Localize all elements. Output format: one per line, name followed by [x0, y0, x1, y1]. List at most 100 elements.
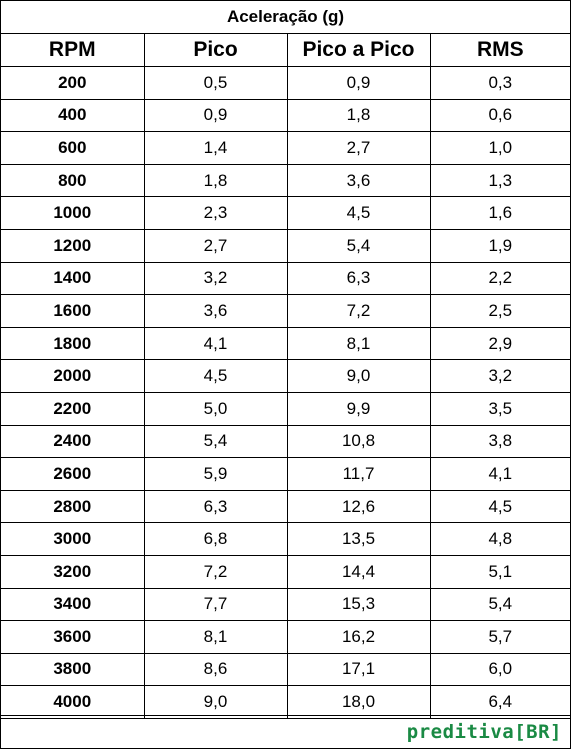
- cell-rpm: 2400: [1, 424, 145, 459]
- cell-rpm: 3000: [1, 522, 145, 556]
- brand-bracket-close: ]: [550, 721, 562, 743]
- cell-rpm: 2200: [1, 391, 145, 426]
- header-row: RPM Pico Pico a Pico RMS: [1, 33, 571, 67]
- cell-pico-a-pico: 11,7: [286, 457, 431, 491]
- cell-pico-a-pico: 16,2: [286, 620, 431, 654]
- cell-pico: 7,2: [143, 554, 288, 589]
- cell-pico: 4,5: [143, 359, 288, 393]
- cell-pico: 0,5: [143, 66, 288, 100]
- cell-pico: 2,7: [143, 228, 288, 263]
- cell-rms: 6,4: [429, 685, 571, 719]
- cell-rpm: 3800: [1, 652, 145, 687]
- cell-rms: 5,4: [429, 587, 571, 622]
- cell-pico: 8,6: [143, 652, 288, 687]
- brand-name: preditiva: [406, 721, 515, 743]
- cell-pico: 6,3: [143, 489, 288, 524]
- cell-pico: 6,8: [143, 522, 288, 556]
- footer: preditiva[BR]: [1, 715, 570, 749]
- table-row: 2400 5,4 10,8 3,8: [1, 424, 571, 459]
- cell-rpm: 1400: [1, 261, 145, 296]
- table-row: 3800 8,6 17,1 6,0: [1, 652, 571, 687]
- table-row: 2800 6,3 12,6 4,5: [1, 489, 571, 524]
- cell-pico: 5,9: [143, 457, 288, 491]
- cell-rms: 6,0: [429, 652, 571, 687]
- cell-pico: 3,6: [143, 294, 288, 328]
- cell-rpm: 2000: [1, 359, 145, 393]
- table-row: 2600 5,9 11,7 4,1: [1, 457, 571, 491]
- table-body: 200 0,5 0,9 0,3 400 0,9 1,8 0,6 600 1,4 2,7 1,0 800 1…: [1, 66, 571, 719]
- table-row: 200 0,5 0,9 0,3: [1, 66, 571, 100]
- cell-pico: 2,3: [143, 196, 288, 230]
- cell-rpm: 3600: [1, 620, 145, 654]
- cell-rms: 2,2: [429, 261, 571, 296]
- brand-logo: preditiva[BR]: [407, 721, 562, 743]
- cell-rpm: 3200: [1, 554, 145, 589]
- cell-rpm: 1200: [1, 228, 145, 263]
- cell-rpm: 2800: [1, 489, 145, 524]
- cell-pico-a-pico: 4,5: [286, 196, 431, 230]
- cell-rms: 4,5: [429, 489, 571, 524]
- cell-pico: 1,8: [143, 163, 288, 198]
- cell-rpm: 400: [1, 98, 145, 133]
- cell-rms: 4,8: [429, 522, 571, 556]
- cell-rpm: 800: [1, 163, 145, 198]
- table-row: 1600 3,6 7,2 2,5: [1, 294, 571, 328]
- cell-pico-a-pico: 3,6: [286, 163, 431, 198]
- brand-code: BR: [526, 721, 551, 743]
- cell-pico: 4,1: [143, 326, 288, 361]
- table-row: 1400 3,2 6,3 2,2: [1, 261, 571, 296]
- header-rpm: RPM: [1, 33, 145, 67]
- cell-pico-a-pico: 14,4: [286, 554, 431, 589]
- header-pico-a-pico: Pico a Pico: [286, 33, 431, 67]
- cell-rms: 2,9: [429, 326, 571, 361]
- cell-rms: 1,6: [429, 196, 571, 230]
- cell-rpm: 1600: [1, 294, 145, 328]
- cell-pico-a-pico: 13,5: [286, 522, 431, 556]
- cell-pico: 3,2: [143, 261, 288, 296]
- cell-pico: 9,0: [143, 685, 288, 719]
- brand-bracket-open: [: [514, 721, 527, 743]
- cell-pico: 5,0: [143, 391, 288, 426]
- cell-pico-a-pico: 12,6: [286, 489, 431, 524]
- table-row: 2000 4,5 9,0 3,2: [1, 359, 571, 393]
- cell-pico-a-pico: 7,2: [286, 294, 431, 328]
- cell-pico-a-pico: 10,8: [286, 424, 431, 459]
- cell-rpm: 200: [1, 66, 145, 100]
- cell-pico: 1,4: [143, 131, 288, 165]
- cell-pico-a-pico: 0,9: [286, 66, 431, 100]
- cell-pico: 8,1: [143, 620, 288, 654]
- cell-pico-a-pico: 6,3: [286, 261, 431, 296]
- cell-rms: 3,5: [429, 391, 571, 426]
- cell-pico-a-pico: 1,8: [286, 98, 431, 133]
- table-row: 1800 4,1 8,1 2,9: [1, 326, 571, 361]
- cell-pico-a-pico: 18,0: [286, 685, 431, 719]
- cell-pico-a-pico: 2,7: [286, 131, 431, 165]
- cell-rms: 1,9: [429, 228, 571, 263]
- cell-pico-a-pico: 5,4: [286, 228, 431, 263]
- cell-rms: 3,8: [429, 424, 571, 459]
- cell-pico: 7,7: [143, 587, 288, 622]
- table-row: 3600 8,1 16,2 5,7: [1, 620, 571, 654]
- cell-pico-a-pico: 15,3: [286, 587, 431, 622]
- table-row: 2200 5,0 9,9 3,5: [1, 391, 571, 426]
- header-rms: RMS: [429, 33, 571, 67]
- cell-rms: 5,1: [429, 554, 571, 589]
- cell-pico: 5,4: [143, 424, 288, 459]
- cell-rpm: 2600: [1, 457, 145, 491]
- cell-rms: 2,5: [429, 294, 571, 328]
- table-row: 3400 7,7 15,3 5,4: [1, 587, 571, 622]
- cell-rms: 0,3: [429, 66, 571, 100]
- cell-rms: 4,1: [429, 457, 571, 491]
- cell-rpm: 1000: [1, 196, 145, 230]
- cell-rms: 1,3: [429, 163, 571, 198]
- cell-rpm: 4000: [1, 685, 145, 719]
- cell-pico-a-pico: 9,9: [286, 391, 431, 426]
- header-pico: Pico: [143, 33, 288, 67]
- table-row: 4000 9,0 18,0 6,4: [1, 685, 571, 719]
- table-row: 1200 2,7 5,4 1,9: [1, 228, 571, 263]
- table-title: Aceleração (g): [1, 1, 571, 34]
- cell-pico-a-pico: 8,1: [286, 326, 431, 361]
- table-title-row: Aceleração (g): [1, 1, 571, 34]
- cell-rms: 0,6: [429, 98, 571, 133]
